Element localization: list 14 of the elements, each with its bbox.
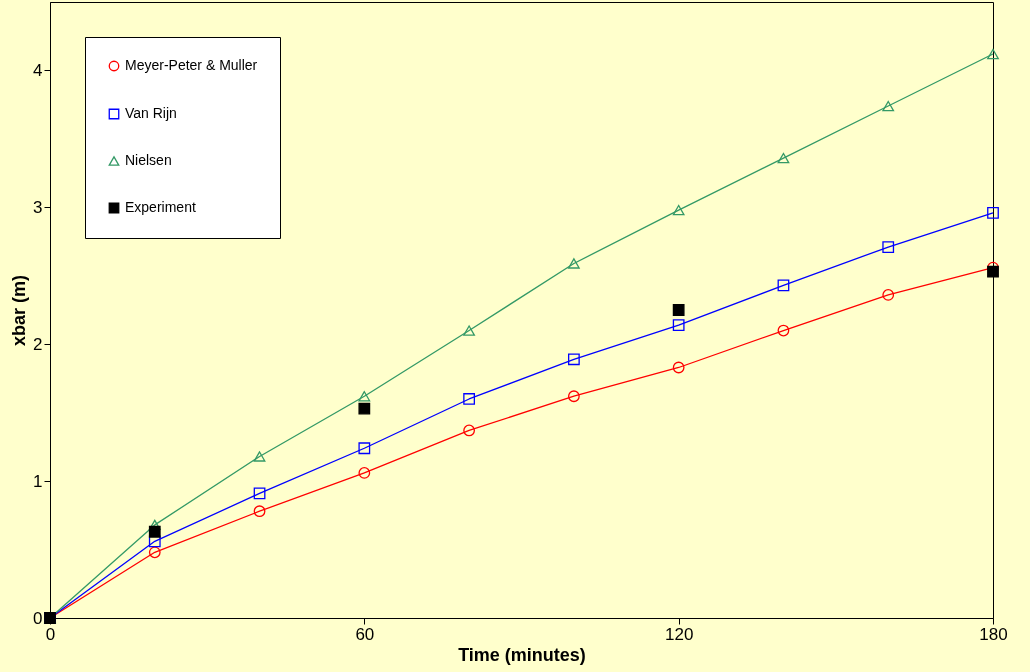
legend-label: Meyer-Peter & Muller [125, 57, 258, 73]
y-tick-label: 4 [33, 60, 43, 80]
legend-label: Nielsen [125, 152, 172, 168]
legend-label: Van Rijn [125, 105, 177, 121]
x-tick-label: 120 [664, 624, 694, 644]
x-axis-title: Time (minutes) [458, 644, 586, 665]
x-tick-label: 180 [979, 624, 1008, 644]
y-tick-label: 3 [33, 197, 43, 217]
x-tick-label: 60 [355, 624, 375, 644]
y-tick-label: 2 [33, 334, 43, 354]
legend-label: Experiment [125, 199, 196, 215]
y-tick-label: 0 [33, 608, 43, 628]
y-axis-title: xbar (m) [9, 274, 30, 347]
y-tick-label: 1 [33, 471, 43, 491]
